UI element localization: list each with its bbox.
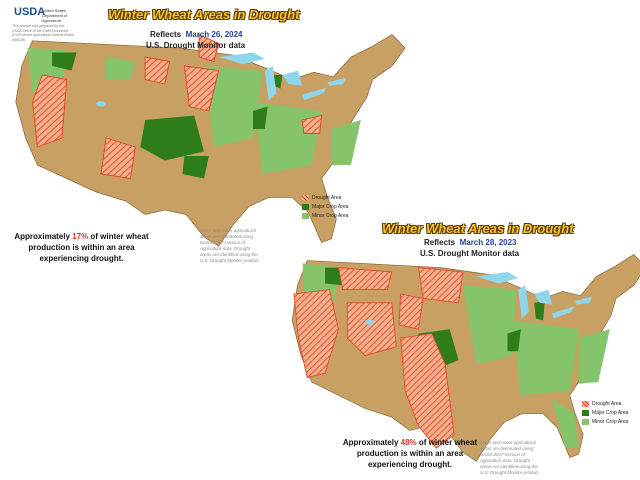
logo: USDA	[14, 6, 46, 18]
reflects-label: Reflects	[150, 30, 182, 39]
note: Major and minor agricultural areas are d…	[480, 440, 540, 475]
summary: Approximately 48% of winter wheat produc…	[340, 437, 480, 470]
reflects: Reflects March 26, 2024	[150, 30, 243, 39]
map-title: Winter Wheat Areas in Drought	[382, 221, 574, 236]
summary: Approximately 17% of winter wheat produc…	[14, 231, 149, 264]
reflects: Reflects March 28, 2023	[424, 238, 517, 247]
source: U.S. Drought Monitor data	[146, 41, 246, 50]
summary-text: Approximately	[14, 232, 73, 241]
legend: Drought Area Major Crop Area Minor Crop …	[302, 193, 348, 220]
legend: Drought Area Major Crop Area Minor Crop …	[582, 399, 628, 426]
summary-text: of winter wheat production is within an …	[356, 438, 478, 469]
date: March 26, 2024	[185, 30, 243, 39]
summary-text: Approximately	[342, 438, 401, 447]
map-title: Winter Wheat Areas in Drought	[108, 7, 300, 22]
date: March 28, 2023	[459, 238, 517, 247]
map-2024	[15, 33, 406, 247]
legend-label: Major Crop Area	[592, 409, 629, 416]
legend-label: Major Crop Area	[312, 203, 349, 210]
share: 17%	[72, 232, 89, 241]
share: 48%	[400, 438, 417, 447]
note: Major and minor agricultural areas are d…	[200, 228, 260, 263]
map-2023	[291, 253, 640, 462]
reflects-label: Reflects	[424, 238, 456, 247]
source: U.S. Drought Monitor data	[420, 249, 520, 258]
logo-note: This product was prepared by the USDA Of…	[12, 24, 74, 42]
legend-label: Drought Area	[592, 400, 622, 407]
summary-text: of winter wheat production is within an …	[28, 232, 149, 263]
agency: United States Department of Agriculture	[42, 8, 68, 23]
legend-label: Drought Area	[312, 194, 342, 201]
legend-label: Minor Crop Area	[312, 212, 349, 219]
legend-label: Minor Crop Area	[592, 418, 629, 425]
